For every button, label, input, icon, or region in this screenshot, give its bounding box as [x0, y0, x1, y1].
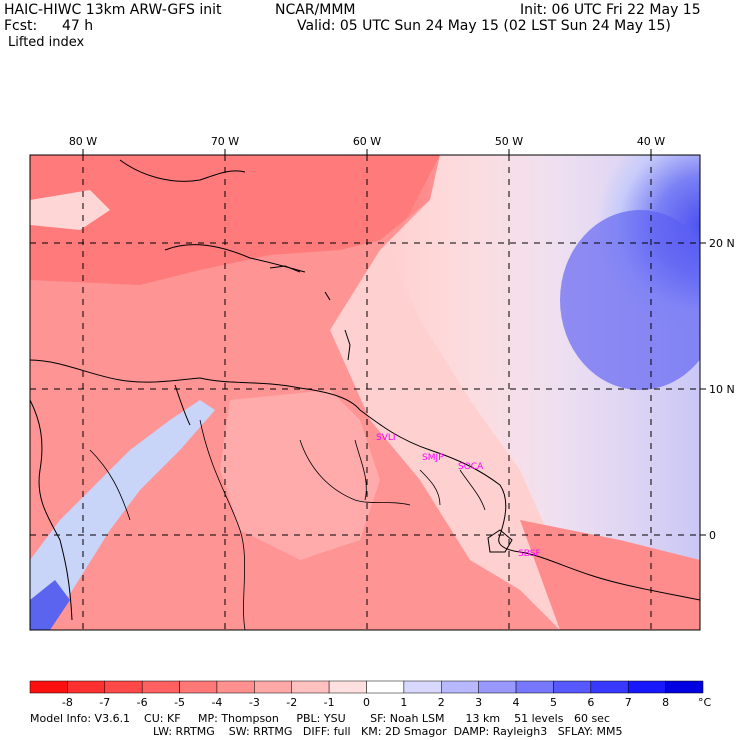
country-borders — [89, 419, 486, 630]
station-soca: SOCA — [458, 462, 484, 472]
lat-label-0: 0 — [709, 529, 716, 542]
colorbar-tick-label: 5 — [550, 696, 557, 709]
equatorial-unstable-band — [520, 520, 700, 630]
colorbar-box — [590, 680, 629, 694]
colorbar-tick-label: -8 — [62, 696, 73, 709]
colorbar-box — [179, 680, 218, 694]
colorbar-box — [553, 680, 592, 694]
field-name: Lifted index — [8, 35, 85, 50]
valid-time: Valid: 05 UTC Sun 24 May 15 (02 LST Sun … — [297, 18, 671, 34]
lon-label-80w: 80 W — [69, 135, 97, 148]
lon-label-40w: 40 W — [637, 135, 665, 148]
colorbar-tick-label: 8 — [662, 696, 669, 709]
colorbar-box — [665, 680, 704, 694]
map-frame — [29, 154, 701, 631]
model-title: HAIC-HIWC 13km ARW-GFS init — [4, 2, 222, 18]
colorbar-tick-label: -5 — [174, 696, 185, 709]
colorbar-tick-label: 3 — [475, 696, 482, 709]
colorbar-tick-label: 0 — [363, 696, 370, 709]
andes-blue-core — [30, 580, 70, 630]
station-svli: SVLI — [376, 433, 396, 443]
colorbar-box — [254, 680, 292, 694]
colorbar-boxes — [29, 680, 704, 694]
colorbar-tick-label: -3 — [249, 696, 260, 709]
lat-lon-grid — [30, 155, 700, 630]
colorbar-tick-labels: -8 -7 -6 -5 -4 -3 -2 -1 0 1 2 3 4 5 6 7 8 — [62, 696, 669, 709]
colorbar-box — [141, 680, 180, 694]
caribbean-unstable-region — [30, 155, 440, 285]
lat-label-20n: 20 N — [709, 237, 735, 250]
andes-stable-strip — [30, 400, 215, 630]
colorbar-unit: °C — [698, 696, 712, 709]
model-info-line2: LW: RRTMG SW: RRTMG DIFF: full KM: 2D Sm… — [153, 725, 623, 738]
colorbar-box — [291, 680, 330, 694]
forecast-hour: 47 h — [62, 18, 94, 34]
lon-label-70w: 70 W — [211, 135, 239, 148]
colorbar-box — [403, 680, 442, 694]
organization-label: NCAR/MMM — [275, 2, 356, 18]
colorbar-box — [515, 680, 554, 694]
colorbar-box — [328, 680, 367, 694]
colorbar-box — [627, 680, 666, 694]
colorbar-tick-label: -2 — [286, 696, 297, 709]
lat-label-10n: 10 N — [709, 383, 735, 396]
colorbar-tick-label: -6 — [137, 696, 148, 709]
colorbar-tick-label: 7 — [625, 696, 632, 709]
axis-ticks — [82, 149, 706, 536]
model-info-line1: Model Info: V3.6.1 CU: KF MP: Thompson P… — [30, 712, 610, 725]
colorbar-tick-label: 6 — [587, 696, 594, 709]
colorbar-box — [478, 680, 517, 694]
stable-core — [560, 210, 700, 390]
forecast-label: Fcst: — [4, 18, 38, 34]
colorbar-tick-label: 4 — [513, 696, 520, 709]
colorbar-box — [29, 680, 68, 694]
colorbar-box — [67, 680, 106, 694]
lon-label-60w: 60 W — [353, 135, 381, 148]
lon-label-50w: 50 W — [495, 135, 523, 148]
station-sbsf: SBSF — [518, 549, 541, 559]
colorbar-box — [216, 680, 255, 694]
station-labels: SVLI SMJP SOCA SBSF — [376, 433, 541, 559]
colorbar-tick-label: 1 — [400, 696, 407, 709]
colorbar-tick-label: 2 — [438, 696, 445, 709]
station-smjp: SMJP — [422, 453, 444, 463]
south-america-patch — [220, 390, 380, 560]
colorbar-box — [366, 680, 405, 694]
colorbar-tick-label: -4 — [211, 696, 222, 709]
colorbar-box — [104, 680, 143, 694]
colorbar-box — [441, 680, 479, 694]
west-light-patch — [30, 190, 110, 230]
colorbar-tick-label: -1 — [324, 696, 335, 709]
colorbar: -8 -7 -6 -5 -4 -3 -2 -1 0 1 2 3 4 5 6 7 8 °C — [29, 680, 712, 709]
colorbar-tick-label: -7 — [99, 696, 110, 709]
init-time: Init: 06 UTC Fri 22 May 15 — [520, 2, 701, 18]
